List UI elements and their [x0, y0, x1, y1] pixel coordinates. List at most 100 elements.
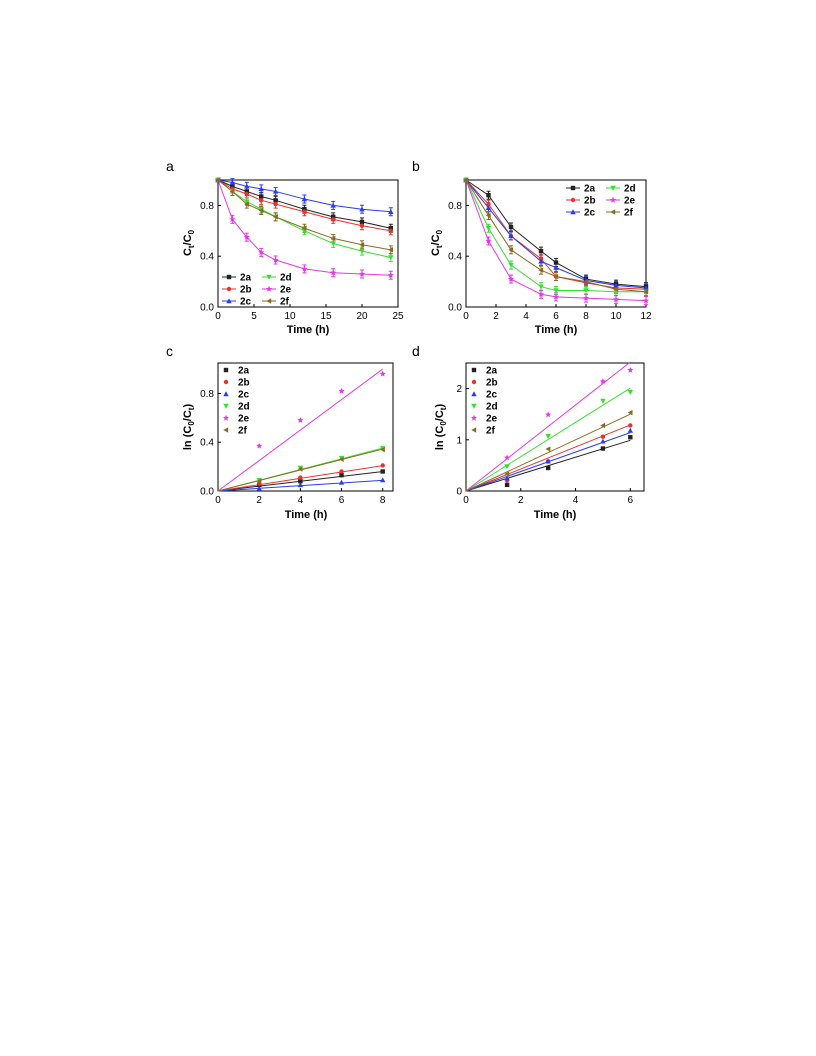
series-line-2c: [465, 179, 647, 289]
data-point-2c: [244, 183, 250, 189]
axis-ticks-b: 0 2 4 6 8 10 12 0.0 0.4 0.8: [448, 201, 652, 322]
data-point-2d: [538, 284, 544, 290]
legend-label-2b: 2b: [238, 378, 250, 389]
legend-marker-2d: [266, 274, 272, 280]
legend-marker-2a: [471, 367, 477, 373]
data-point-2f: [545, 446, 551, 452]
data-point-2e: [338, 387, 345, 394]
x-tick-label: 8: [380, 495, 386, 506]
y-tick-label: 0: [456, 487, 462, 498]
y-tick-label: 0.4: [448, 252, 462, 263]
data-point-2e: [330, 269, 337, 276]
legend-label-2c: 2c: [240, 297, 252, 308]
data-point-2b: [331, 217, 336, 222]
legend-label-2e: 2e: [624, 196, 636, 207]
legend-marker-2e: [265, 285, 273, 292]
data-point-2c: [627, 427, 634, 433]
x-axis-label-c: Time (h): [285, 509, 328, 521]
data-point-2d: [583, 288, 589, 294]
data-point-2d: [388, 255, 394, 261]
x-axis-label-b: Time (h): [535, 324, 578, 336]
legend-label-2e: 2e: [238, 414, 250, 425]
x-axis-label-a: Time (h): [287, 324, 330, 336]
y-tick-label: 0.0: [200, 303, 214, 314]
y-tick-label: 2: [456, 384, 462, 395]
data-point-2c: [229, 179, 236, 185]
data-point-2d: [553, 288, 559, 294]
data-point-2c: [258, 186, 264, 192]
legend-marker-2b: [570, 197, 576, 203]
data-point-2d: [504, 464, 510, 470]
data-point-2a: [298, 479, 303, 484]
plot-frame-c: [217, 362, 394, 492]
data-point-2c: [330, 202, 336, 208]
y-tick-label: 0.4: [200, 438, 214, 449]
x-tick-label: 5: [251, 311, 257, 322]
data-point-2a: [388, 226, 393, 231]
y-axis-label-a: Ct/C0: [182, 229, 196, 256]
legend-marker-2e: [609, 196, 617, 203]
data-point-2c: [643, 285, 649, 291]
legend-marker-2a: [226, 274, 232, 280]
x-tick-label: 6: [339, 495, 345, 506]
data-point-2a: [600, 446, 606, 451]
data-point-2e: [507, 275, 515, 282]
x-tick-label: 0: [215, 495, 221, 506]
data-point-2c: [600, 438, 606, 444]
data-point-2e: [243, 233, 250, 240]
x-tick-label: 4: [573, 495, 579, 506]
data-point-2b: [259, 198, 264, 203]
data-point-2c: [272, 188, 279, 194]
data-point-2a: [359, 219, 365, 225]
data-point-2a: [244, 189, 249, 194]
series-line-2d: [217, 179, 391, 258]
legend-marker-2a: [570, 185, 576, 191]
data-point-2f: [256, 478, 262, 484]
y-tick-label: 1: [456, 435, 462, 446]
x-tick-label: 6: [628, 495, 634, 506]
data-point-2e: [552, 293, 560, 300]
legend-label-2d: 2d: [624, 184, 636, 195]
legend-label-2d: 2d: [280, 273, 292, 284]
x-axis-label-d: Time (h): [534, 509, 577, 521]
data-point-2f: [301, 225, 307, 231]
legend-label-2f: 2f: [280, 297, 290, 308]
axis-ticks-c: 0 2 4 6 8 0.0 0.4 0.8: [200, 389, 386, 506]
y-tick-label: 0.4: [200, 252, 214, 263]
data-point-2b: [302, 209, 307, 214]
data-point-2c: [338, 479, 345, 485]
x-tick-label: 15: [320, 311, 332, 322]
data-point-2f: [504, 471, 510, 477]
data-point-2e: [545, 411, 552, 418]
data-point-2e: [379, 370, 386, 377]
data-point-2c: [485, 205, 492, 211]
data-point-2a: [380, 469, 385, 474]
legend-label-2a: 2a: [240, 273, 252, 284]
x-tick-label: 12: [640, 311, 652, 322]
data-point-2c: [538, 258, 544, 264]
legend-marker-2b: [471, 379, 477, 385]
data-point-2b: [244, 191, 249, 197]
legend-marker-2e: [470, 414, 478, 421]
fit-line-2d: [465, 387, 631, 492]
data-point-2f: [380, 446, 385, 453]
legend-label-2c: 2c: [584, 208, 596, 219]
data-point-2e: [229, 216, 236, 222]
x-tick-label: 0: [463, 311, 469, 322]
y-axis-label-c: ln (C0/Ct): [182, 404, 196, 451]
data-point-2c: [504, 475, 510, 481]
data-point-2a: [553, 260, 559, 265]
data-point-2f: [297, 466, 303, 472]
legend-label-2b: 2b: [486, 378, 498, 389]
panel-label-d: d: [412, 343, 420, 359]
data-point-2f: [508, 247, 514, 253]
data-point-2c: [545, 458, 551, 464]
data-point-2d: [545, 434, 551, 439]
x-tick-label: 0: [215, 311, 221, 322]
series-line-2d: [465, 179, 646, 293]
data-point-2f: [643, 289, 649, 295]
